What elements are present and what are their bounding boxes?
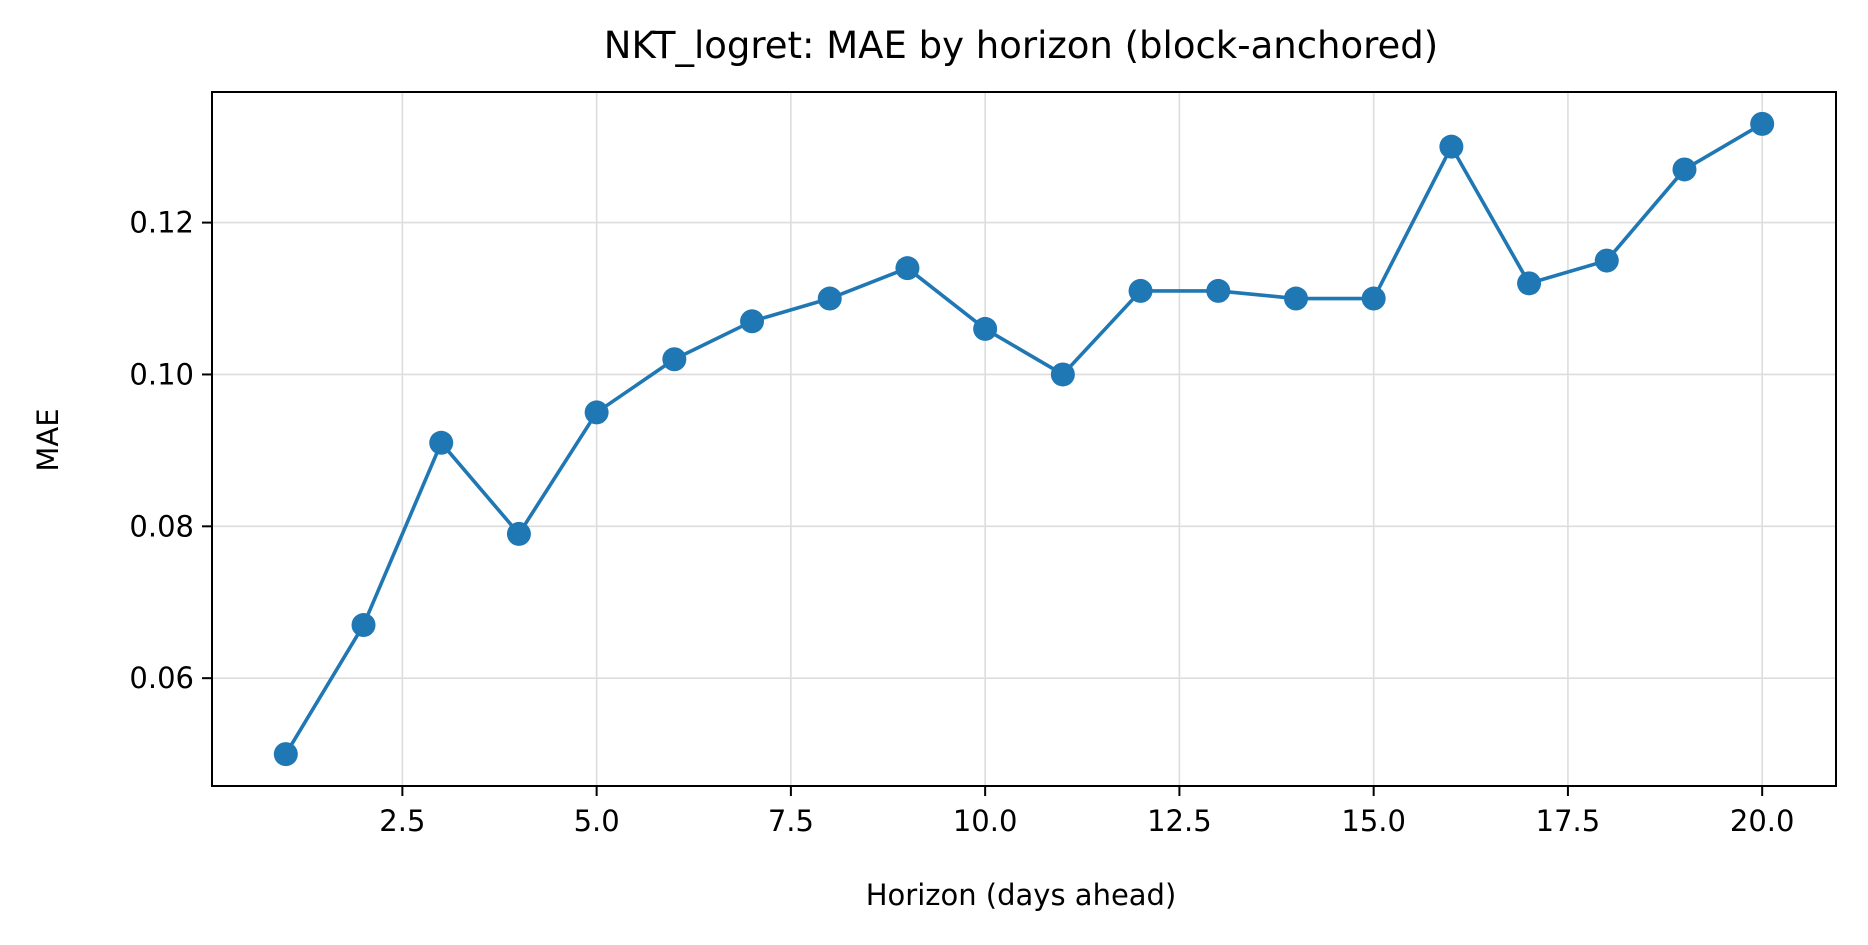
y-axis-label: MAE bbox=[31, 408, 65, 471]
data-point bbox=[429, 430, 454, 455]
data-point bbox=[1128, 278, 1153, 303]
series-layer bbox=[273, 111, 1775, 767]
plot-frame bbox=[211, 91, 1837, 787]
data-point bbox=[1283, 286, 1308, 311]
data-point bbox=[662, 347, 687, 372]
x-tick-label: 7.5 bbox=[768, 804, 814, 838]
x-tick-label: 20.0 bbox=[1730, 804, 1795, 838]
data-point bbox=[273, 742, 298, 767]
data-point bbox=[817, 286, 842, 311]
grid bbox=[212, 92, 1836, 786]
data-point bbox=[506, 521, 531, 546]
series-line bbox=[284, 122, 1764, 756]
y-tick-label: 0.06 bbox=[129, 661, 194, 695]
data-point bbox=[1672, 157, 1697, 182]
ticks: 2.5 5.0 7.5 10.0 12.5 15.0 17.5 20.0 0.06 0.08 0.1… bbox=[129, 206, 1794, 838]
data-point bbox=[740, 309, 765, 334]
x-tick-label: 10.0 bbox=[953, 804, 1018, 838]
x-tick-label: 2.5 bbox=[379, 804, 425, 838]
data-point bbox=[1517, 271, 1542, 296]
y-tick-label: 0.08 bbox=[129, 509, 194, 543]
data-point bbox=[1361, 286, 1386, 311]
x-tick-label: 5.0 bbox=[574, 804, 620, 838]
x-tick-label: 12.5 bbox=[1147, 804, 1212, 838]
x-tick-label: 15.0 bbox=[1341, 804, 1406, 838]
x-tick-label: 17.5 bbox=[1536, 804, 1601, 838]
y-tick-label: 0.10 bbox=[129, 357, 194, 391]
data-point bbox=[973, 316, 998, 341]
chart-title: NKT_logret: MAE by horizon (block-anchor… bbox=[604, 24, 1438, 67]
data-point bbox=[1439, 134, 1464, 159]
x-axis-label: Horizon (days ahead) bbox=[866, 878, 1177, 912]
data-point bbox=[584, 400, 609, 425]
data-point bbox=[1750, 111, 1775, 136]
data-point bbox=[351, 613, 376, 638]
data-point bbox=[895, 256, 920, 281]
y-tick-label: 0.12 bbox=[129, 206, 194, 240]
data-point bbox=[1206, 278, 1231, 303]
data-point bbox=[1594, 248, 1619, 273]
data-point bbox=[1050, 362, 1075, 387]
